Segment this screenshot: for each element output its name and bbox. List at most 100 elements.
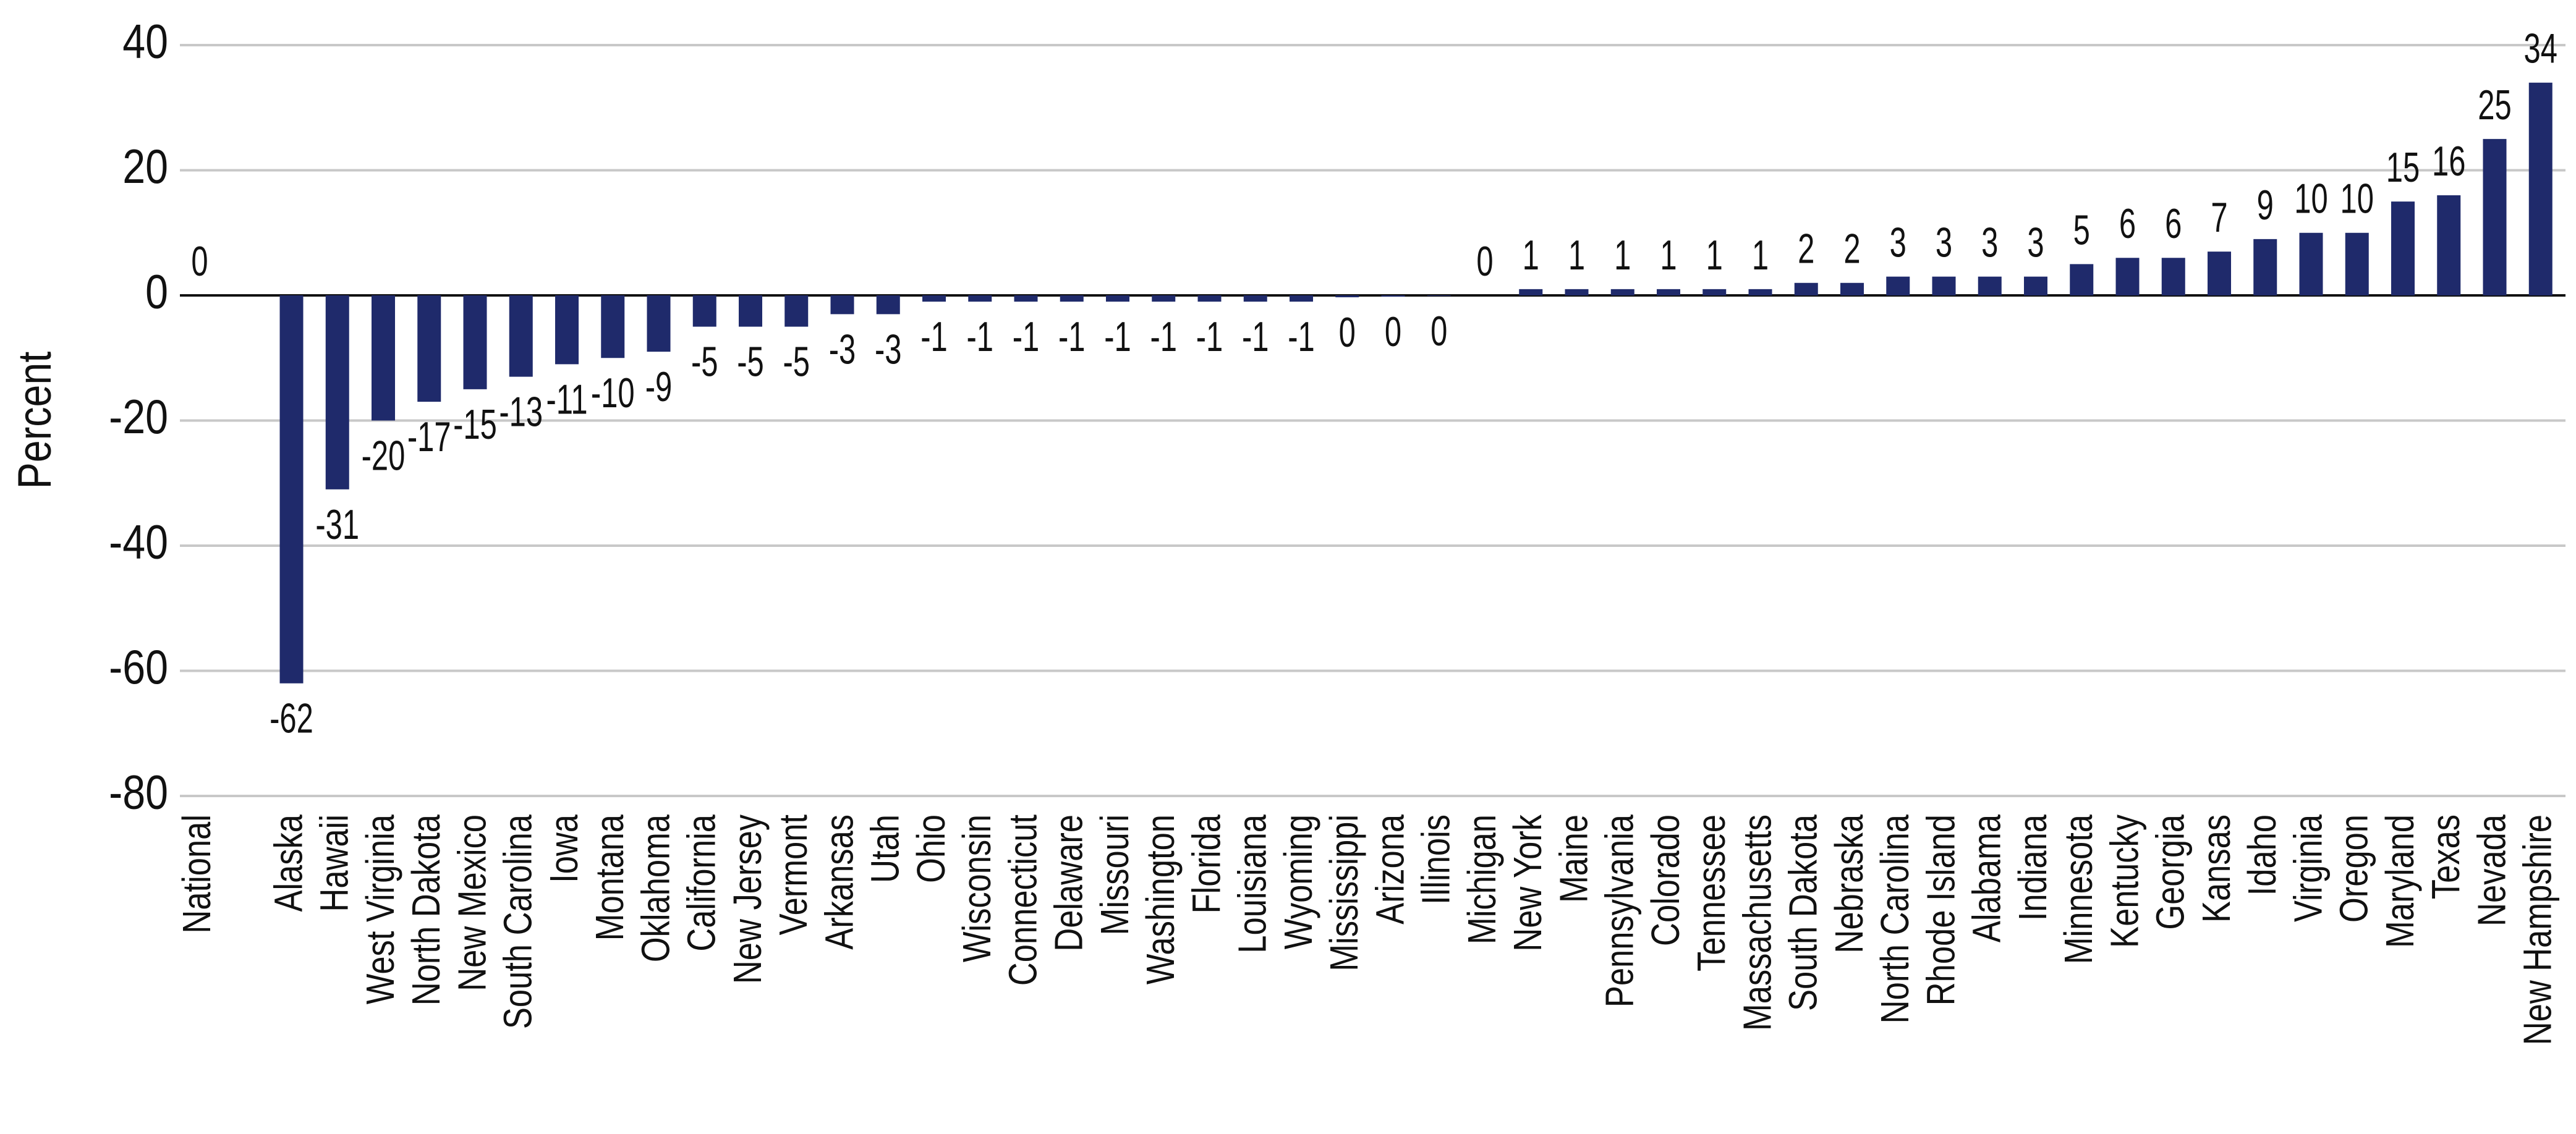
bar bbox=[1610, 289, 1634, 295]
x-tick-label: New Hampshire bbox=[2516, 815, 2560, 1045]
value-label: 5 bbox=[2073, 206, 2090, 253]
value-label: -1 bbox=[1196, 313, 1223, 360]
bar bbox=[876, 295, 900, 315]
bar bbox=[1427, 295, 1451, 297]
value-label: 2 bbox=[1843, 225, 1860, 273]
bar bbox=[2024, 276, 2047, 295]
x-tick-label: Missouri bbox=[1093, 815, 1137, 935]
value-label: 0 bbox=[1430, 307, 1447, 355]
y-axis-label: Percent bbox=[8, 351, 61, 489]
value-label: 16 bbox=[2432, 137, 2465, 185]
value-label: -13 bbox=[499, 388, 543, 436]
bar bbox=[1197, 295, 1222, 302]
value-label: 3 bbox=[1890, 219, 1906, 266]
x-tick-label: Vermont bbox=[772, 815, 815, 935]
bar bbox=[692, 295, 716, 327]
y-tick-label: -20 bbox=[109, 390, 168, 444]
bar bbox=[2208, 252, 2231, 295]
x-tick-label: Arizona bbox=[1369, 815, 1413, 925]
x-tick-label: Michigan bbox=[1460, 815, 1504, 944]
bar bbox=[601, 295, 625, 358]
x-tick-label: Ohio bbox=[909, 815, 953, 883]
x-tick-label: New York bbox=[1506, 814, 1550, 951]
bar bbox=[2161, 258, 2185, 295]
value-label: 7 bbox=[2211, 193, 2227, 241]
x-tick-label: Kentucky bbox=[2103, 814, 2147, 947]
value-label: -1 bbox=[1242, 313, 1269, 360]
x-tick-label: Colorado bbox=[1644, 815, 1688, 946]
x-tick-label: Oklahoma bbox=[634, 815, 678, 963]
x-tick-label: Utah bbox=[864, 815, 908, 883]
bar bbox=[2070, 264, 2094, 295]
x-tick-label: Connecticut bbox=[1001, 815, 1045, 986]
x-tick-label: New Mexico bbox=[451, 815, 495, 991]
bar bbox=[2253, 239, 2277, 295]
x-tick-label: West Virginia bbox=[359, 815, 402, 1005]
value-label: -15 bbox=[453, 400, 497, 448]
x-tick-label: Illinois bbox=[1414, 815, 1458, 905]
x-tick-label: North Carolina bbox=[1873, 815, 1917, 1024]
x-tick-label: Washington bbox=[1139, 815, 1183, 984]
y-tick-label: 20 bbox=[122, 140, 168, 193]
bar bbox=[647, 295, 671, 352]
bar bbox=[1932, 276, 1956, 295]
bar bbox=[2528, 82, 2553, 295]
value-label: -5 bbox=[737, 338, 764, 386]
bar bbox=[1794, 282, 1818, 295]
value-label: -17 bbox=[407, 413, 451, 460]
value-label: 1 bbox=[1614, 231, 1631, 279]
value-label: 25 bbox=[2478, 81, 2511, 129]
bar bbox=[1565, 289, 1589, 295]
x-tick-label: Pennsylvania bbox=[1598, 815, 1642, 1008]
value-label: 0 bbox=[1339, 308, 1356, 356]
value-label: 15 bbox=[2386, 143, 2420, 191]
bar bbox=[1840, 282, 1864, 295]
bar bbox=[555, 295, 579, 365]
value-label: 1 bbox=[1752, 231, 1769, 279]
x-tick-label: Alaska bbox=[267, 815, 311, 912]
x-tick-label: Oregon bbox=[2332, 815, 2376, 923]
value-label: 3 bbox=[1936, 219, 1952, 266]
x-tick-label: New Jersey bbox=[726, 814, 770, 984]
bar bbox=[279, 295, 304, 683]
value-label: -5 bbox=[783, 338, 810, 386]
bar bbox=[2391, 201, 2415, 295]
value-label: -1 bbox=[1058, 313, 1086, 360]
bar bbox=[2115, 258, 2140, 295]
y-tick-label: -40 bbox=[109, 515, 168, 569]
x-tick-label: Maine bbox=[1552, 815, 1596, 903]
bar bbox=[325, 295, 349, 489]
value-label: 1 bbox=[1660, 231, 1677, 279]
bar bbox=[1290, 295, 1313, 302]
bar bbox=[2299, 232, 2323, 295]
y-tick-label: -60 bbox=[109, 640, 168, 694]
value-label: -1 bbox=[1013, 313, 1040, 360]
y-tick-label: 0 bbox=[145, 265, 168, 319]
value-label: -1 bbox=[920, 313, 948, 360]
value-label: 0 bbox=[191, 237, 208, 285]
value-label: -5 bbox=[691, 338, 718, 386]
x-tick-label: Florida bbox=[1185, 815, 1229, 914]
bar bbox=[1381, 295, 1405, 297]
value-label: 34 bbox=[2524, 25, 2557, 72]
x-tick-label: South Dakota bbox=[1782, 815, 1826, 1011]
bar bbox=[922, 295, 946, 302]
x-tick-label: Louisiana bbox=[1231, 815, 1275, 954]
value-label: 6 bbox=[2165, 200, 2182, 247]
bar bbox=[1748, 289, 1772, 295]
bar bbox=[2345, 232, 2369, 295]
bar bbox=[2437, 195, 2461, 295]
x-tick-label: Virginia bbox=[2287, 815, 2331, 922]
x-tick-label: Wyoming bbox=[1277, 815, 1320, 949]
x-tick-label: Massachusetts bbox=[1736, 815, 1780, 1031]
value-label: -3 bbox=[829, 325, 856, 373]
value-label: -3 bbox=[875, 325, 902, 373]
x-tick-label: South Carolina bbox=[496, 815, 540, 1030]
bar bbox=[784, 295, 809, 327]
value-label: -10 bbox=[591, 369, 635, 417]
value-label: -9 bbox=[645, 363, 673, 410]
bar bbox=[509, 295, 533, 377]
value-label: -1 bbox=[1150, 313, 1177, 360]
x-tick-label: Texas bbox=[2424, 815, 2468, 899]
